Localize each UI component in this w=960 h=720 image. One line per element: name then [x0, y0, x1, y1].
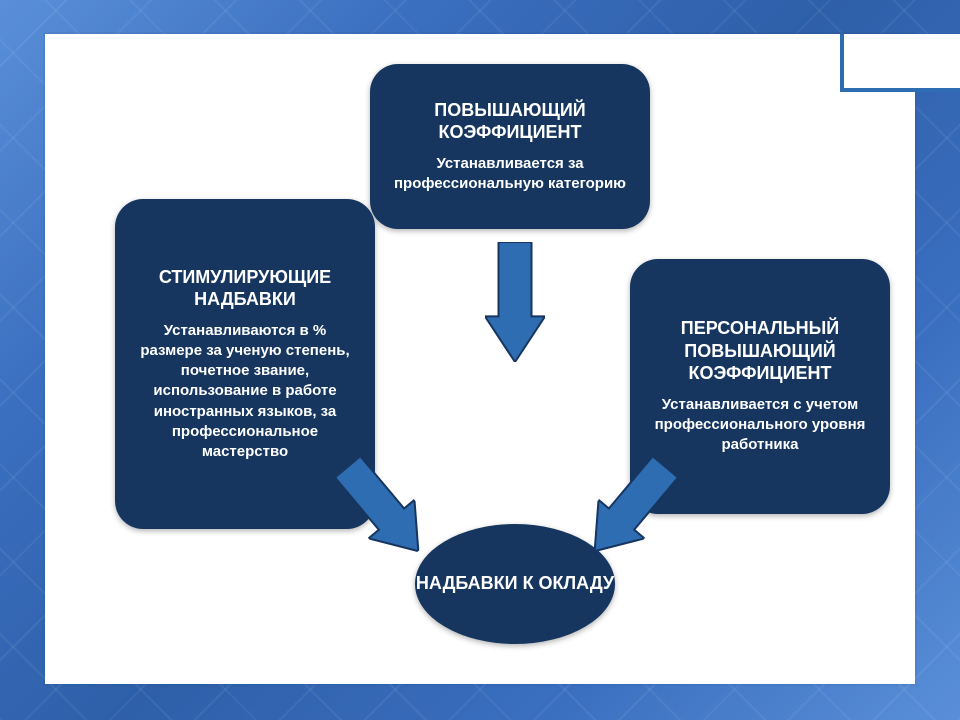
- node-right-title: ПЕРСОНАЛЬНЫЙ ПОВЫШАЮЩИЙ КОЭФФИЦИЕНТ: [648, 317, 872, 385]
- node-center-label: НАДБАВКИ К ОКЛАДУ: [416, 572, 614, 595]
- arrow-from-top: [485, 242, 545, 362]
- node-right-body: Устанавливается с учетом профессионально…: [648, 395, 872, 456]
- node-left-title: СТИМУЛИРУЮЩИЕ НАДБАВКИ: [133, 266, 357, 311]
- node-left-body: Устанавливаются в % размере за ученую ст…: [133, 321, 357, 463]
- node-top: ПОВЫШАЮЩИЙ КОЭФФИЦИЕНТ Устанавливается з…: [370, 64, 650, 229]
- slide-background: ПОВЫШАЮЩИЙ КОЭФФИЦИЕНТ Устанавливается з…: [0, 0, 960, 720]
- node-top-body: Устанавливается за профессиональную кате…: [388, 154, 632, 195]
- corner-accent: [840, 34, 960, 92]
- node-top-title: ПОВЫШАЮЩИЙ КОЭФФИЦИЕНТ: [388, 99, 632, 144]
- content-panel: ПОВЫШАЮЩИЙ КОЭФФИЦИЕНТ Устанавливается з…: [45, 34, 915, 684]
